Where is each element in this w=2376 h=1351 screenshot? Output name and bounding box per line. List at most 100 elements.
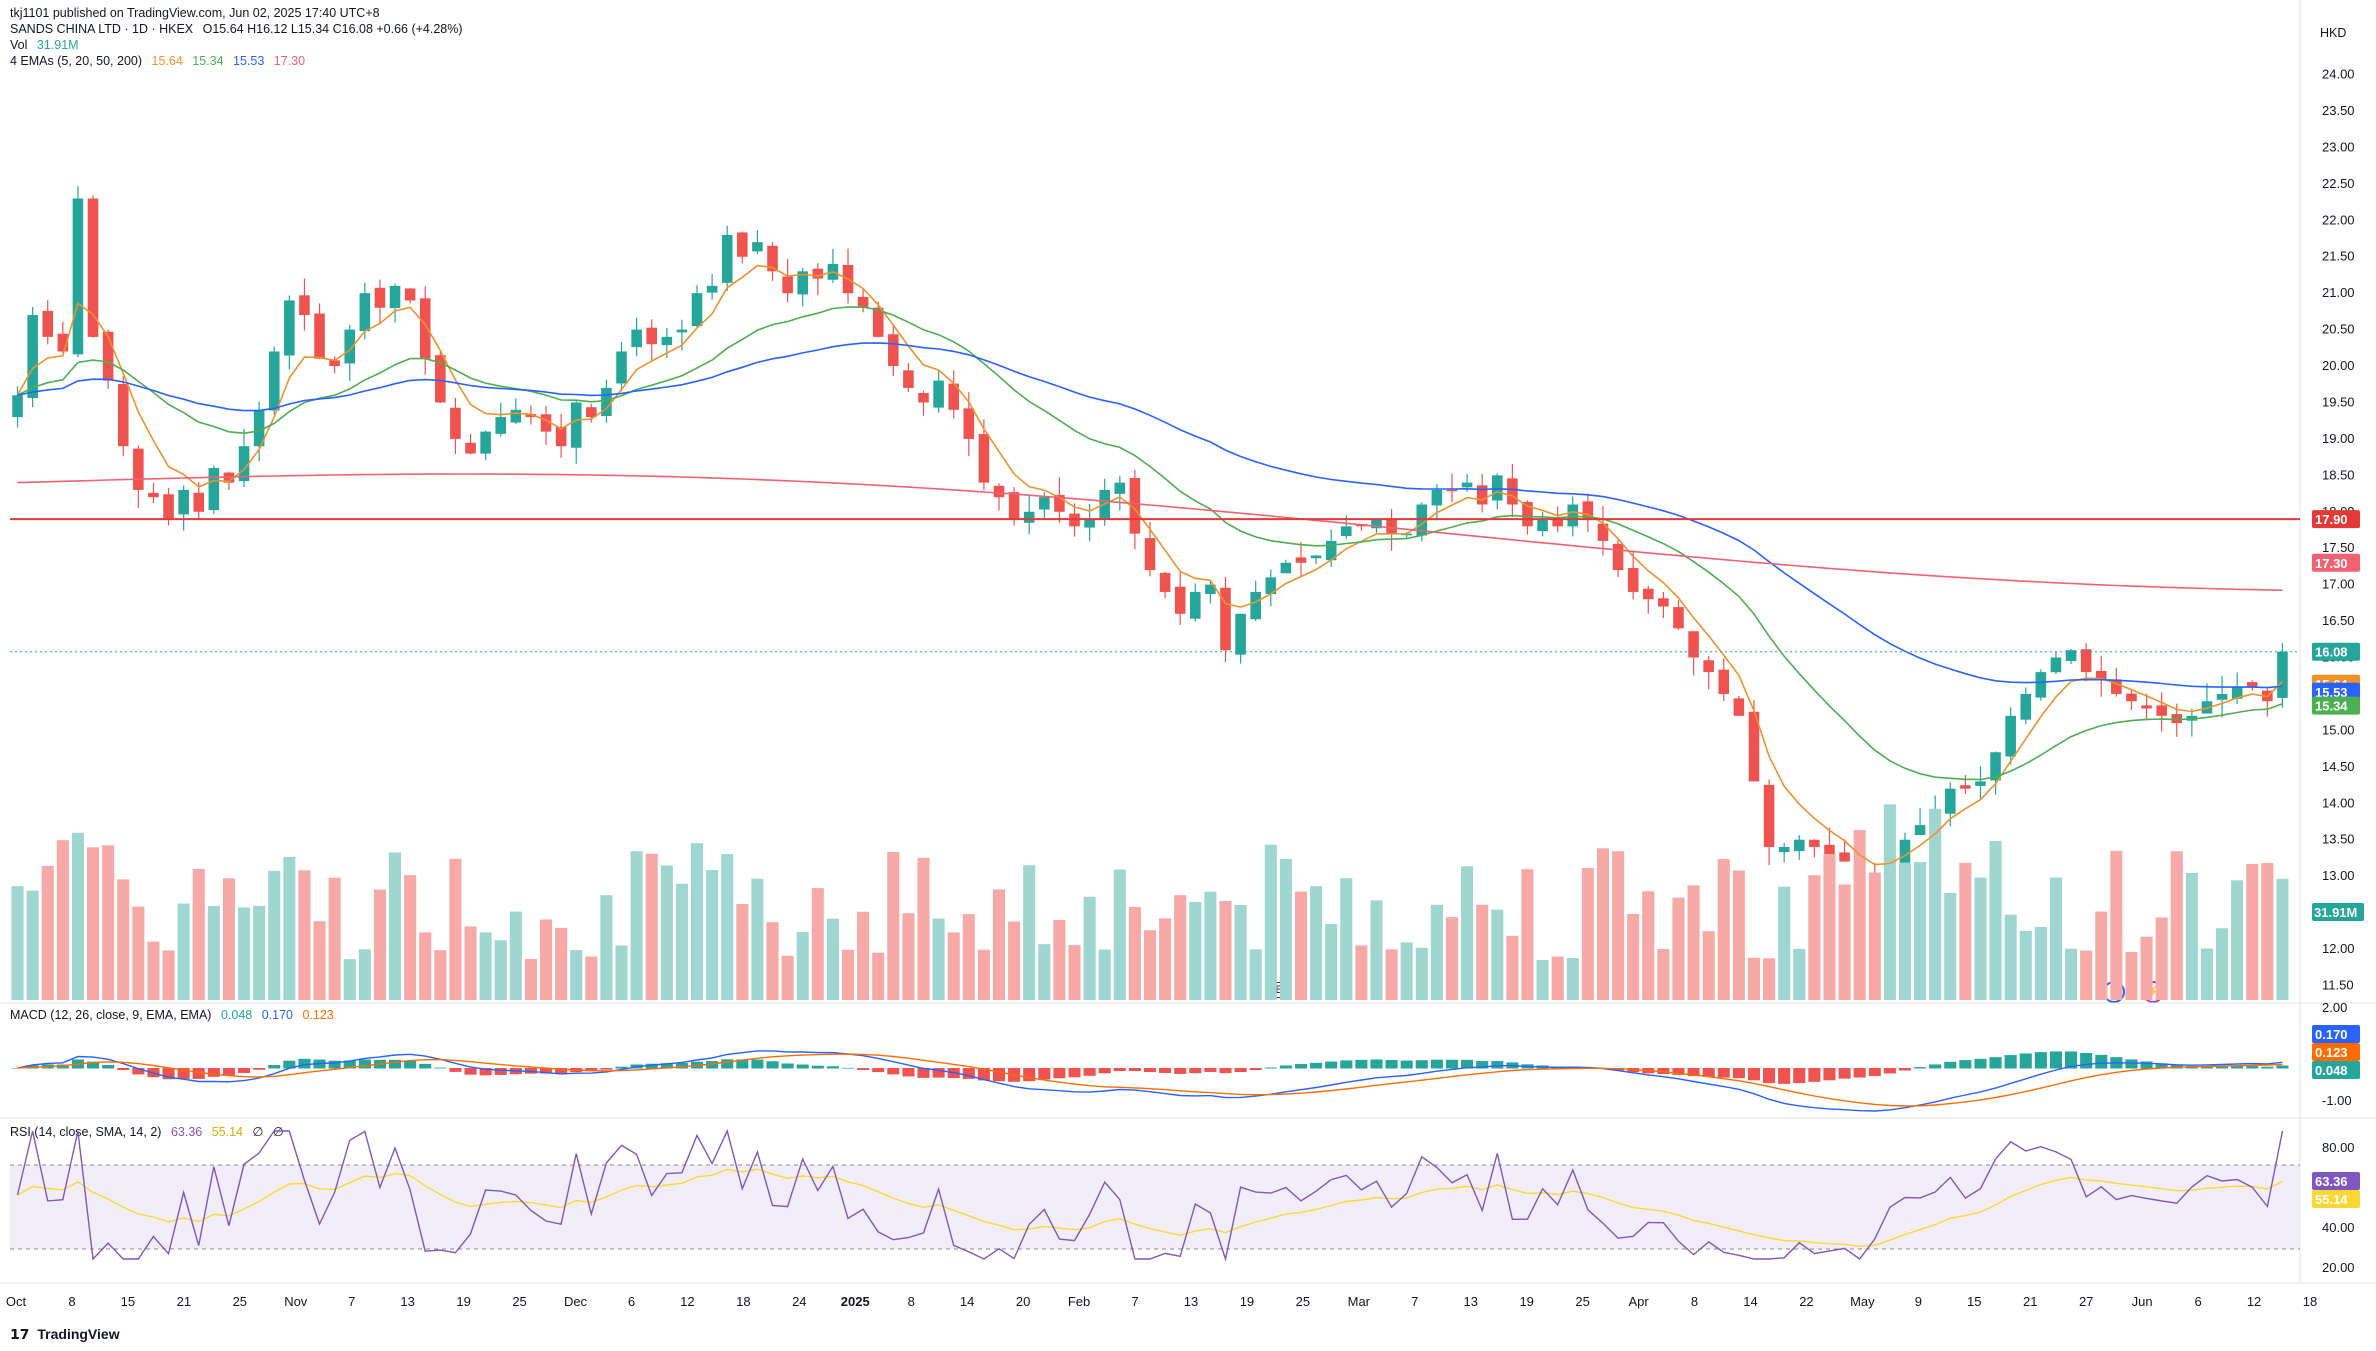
time-tick-label: 7 xyxy=(1411,1294,1418,1309)
volume-bar xyxy=(1868,872,1881,1000)
volume-bar xyxy=(1204,891,1217,1000)
volume-legend[interactable]: Vol 31.91M xyxy=(10,38,85,52)
price-tick-label: 24.00 xyxy=(2322,67,2355,82)
candle-body xyxy=(555,426,567,447)
time-tick-label: 21 xyxy=(2023,1294,2037,1309)
macd-hist-bar xyxy=(1385,1059,1398,1069)
candle-body xyxy=(178,489,189,515)
volume-bar xyxy=(1415,947,1428,1000)
candle-body xyxy=(1341,526,1352,537)
ema-legend[interactable]: 4 EMAs (5, 20, 50, 200) 15.64 15.34 15.5… xyxy=(10,54,311,68)
time-tick-label: 22 xyxy=(1799,1294,1813,1309)
macd-hist-bar xyxy=(841,1067,855,1069)
candle-body xyxy=(918,393,929,403)
volume-bar xyxy=(1098,949,1111,1000)
candle-body xyxy=(540,414,552,432)
candle-body xyxy=(1371,519,1382,529)
candle-body xyxy=(1567,504,1579,527)
volume-bar xyxy=(1687,885,1700,1000)
volume-bar xyxy=(796,932,809,1000)
macd-hist-bar xyxy=(298,1058,311,1069)
macd-hist-bar xyxy=(2004,1055,2017,1069)
volume-bar xyxy=(524,958,537,1000)
volume-bar xyxy=(1008,921,1021,1000)
symbol-title[interactable]: SANDS CHINA LTD · 1D · HKEX xyxy=(10,22,194,36)
volume-bar xyxy=(464,926,477,1000)
macd-hist-bar xyxy=(343,1060,356,1069)
time-tick-label: 27 xyxy=(2079,1294,2093,1309)
macd-hist-bar xyxy=(177,1068,190,1079)
macd-hist-bar xyxy=(1914,1067,1927,1069)
volume-bar xyxy=(1385,949,1398,1000)
time-tick-label: 19 xyxy=(1519,1294,1533,1309)
candle-body xyxy=(2216,693,2228,700)
publisher-line: tkj1101 published on TradingView.com, Ju… xyxy=(10,6,386,20)
candle-body xyxy=(2141,705,2152,709)
macd-hist-bar xyxy=(1702,1068,1715,1077)
time-tick-label: Apr xyxy=(1628,1294,1649,1309)
macd-hist-bar xyxy=(1355,1059,1368,1069)
macd-tick-label: 2.00 xyxy=(2322,1000,2347,1015)
candle-body xyxy=(2065,650,2077,662)
rsi-tick-label: 20.00 xyxy=(2322,1260,2355,1275)
candle-body xyxy=(1431,489,1443,506)
volume-bar xyxy=(2019,930,2032,1000)
candle-body xyxy=(12,395,23,418)
macd-hist-bar xyxy=(857,1068,870,1070)
macd-hist-bar xyxy=(1944,1061,1957,1069)
time-tick-label: 12 xyxy=(2247,1294,2261,1309)
ema200-pill xyxy=(2312,553,2360,572)
volume-bar xyxy=(2261,863,2274,1000)
volume-bar xyxy=(1143,930,1157,1000)
time-tick-label: 2025 xyxy=(841,1294,870,1309)
candle-body xyxy=(888,334,899,367)
volume-bar xyxy=(1461,866,1474,1000)
ema50-pill xyxy=(2312,682,2360,701)
volume-bar xyxy=(2140,936,2153,1000)
candle-body xyxy=(2005,715,2016,757)
macd-hist-bar xyxy=(1098,1068,1111,1074)
candle-body xyxy=(2095,670,2107,680)
volume-bar xyxy=(343,959,356,1000)
macd-legend[interactable]: MACD (12, 26, close, 9, EMA, EMA) 0.048 … xyxy=(10,1008,340,1022)
price-tick-label: 18.50 xyxy=(2322,467,2355,482)
price-tick-label: 19.50 xyxy=(2322,394,2355,409)
volume-bar xyxy=(1732,870,1745,1000)
time-tick-label: 18 xyxy=(2303,1294,2317,1309)
macd-hist-bar xyxy=(766,1061,779,1069)
candle-body xyxy=(616,351,627,384)
volume-bar xyxy=(358,949,371,1000)
macd-hist-bar xyxy=(162,1068,175,1080)
signal-pill xyxy=(2312,1043,2360,1061)
hline-pill xyxy=(2312,510,2360,529)
candle-body xyxy=(2186,715,2198,721)
volume-bar xyxy=(2034,926,2047,1000)
volume-bar xyxy=(2125,952,2138,1000)
ema-label: 4 EMAs (5, 20, 50, 200) xyxy=(10,54,143,68)
price-tick-label: 21.50 xyxy=(2322,249,2355,264)
ema5-value: 15.64 xyxy=(151,54,183,68)
candle-body xyxy=(1597,523,1609,541)
volume-bar xyxy=(585,956,598,1000)
rsi-legend[interactable]: RSI (14, close, SMA, 14, 2) 63.36 55.14 … xyxy=(10,1124,290,1139)
time-tick-label: 20 xyxy=(1016,1294,1030,1309)
volume-bar xyxy=(690,843,704,1000)
price-tick-label: 21.00 xyxy=(2322,285,2355,300)
candle-body xyxy=(27,315,38,398)
tradingview-footer[interactable]: 𝟭𝟳 TradingView xyxy=(10,1326,120,1343)
macd-hist-bar xyxy=(2019,1053,2032,1069)
volume-bar xyxy=(2155,917,2168,1000)
candle-body xyxy=(963,408,975,439)
macd-hist-bar xyxy=(494,1068,507,1075)
volume-bar xyxy=(268,870,281,1000)
volume-bar xyxy=(1657,949,1670,1000)
candle-body xyxy=(1174,586,1186,614)
time-tick-label: 13 xyxy=(1463,1294,1477,1309)
candle-body xyxy=(1914,825,1926,836)
price-tick-label: 13.00 xyxy=(2322,868,2355,883)
candle-body xyxy=(1054,494,1065,512)
brand-text: TradingView xyxy=(37,1326,120,1342)
macd-hist-bar xyxy=(2276,1065,2289,1069)
vol-label: Vol xyxy=(10,38,28,52)
